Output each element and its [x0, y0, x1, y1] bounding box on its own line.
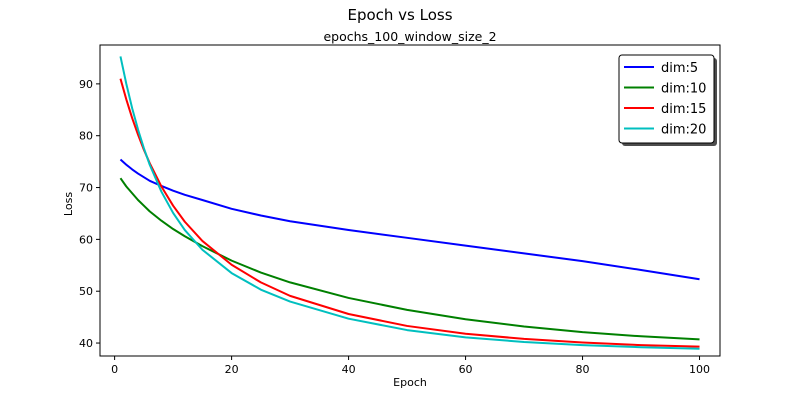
plot-lines — [119, 56, 700, 350]
legend-entry-label: dim:5 — [661, 61, 698, 76]
series-line-dim-15 — [119, 78, 700, 348]
x-axis-label: Epoch — [393, 376, 427, 389]
y-tick-label: 80 — [79, 130, 93, 143]
x-tick-label: 80 — [576, 363, 590, 376]
x-tick-label: 100 — [689, 363, 710, 376]
x-tick-label: 0 — [111, 363, 118, 376]
y-tick-label: 90 — [79, 78, 93, 91]
chart-suptitle: Epoch vs Loss — [347, 6, 452, 24]
legend-entry-label: dim:15 — [661, 102, 706, 117]
y-tick-label: 40 — [79, 337, 93, 350]
y-tick-label: 70 — [79, 182, 93, 195]
legend: dim:5 dim:10 dim:15 dim:20 — [618, 54, 717, 146]
series-line-dim-5 — [119, 158, 700, 281]
x-tick-label: 20 — [225, 363, 239, 376]
chart-title: epochs_100_window_size_2 — [323, 29, 496, 44]
y-tick-label: 60 — [79, 233, 93, 246]
y-axis-label: Loss — [62, 192, 75, 216]
legend-entry-label: dim:20 — [661, 123, 706, 138]
x-axis-ticks: 0 20 40 60 80 100 — [111, 356, 710, 376]
series-line-dim-20 — [119, 56, 700, 350]
legend-box — [618, 54, 715, 144]
y-axis-ticks: 40 50 60 70 80 90 — [79, 78, 100, 350]
y-tick-label: 50 — [79, 285, 93, 298]
legend-entry-label: dim:10 — [661, 82, 706, 97]
x-tick-label: 60 — [459, 363, 473, 376]
x-tick-label: 40 — [342, 363, 356, 376]
plot-frame — [99, 44, 721, 357]
